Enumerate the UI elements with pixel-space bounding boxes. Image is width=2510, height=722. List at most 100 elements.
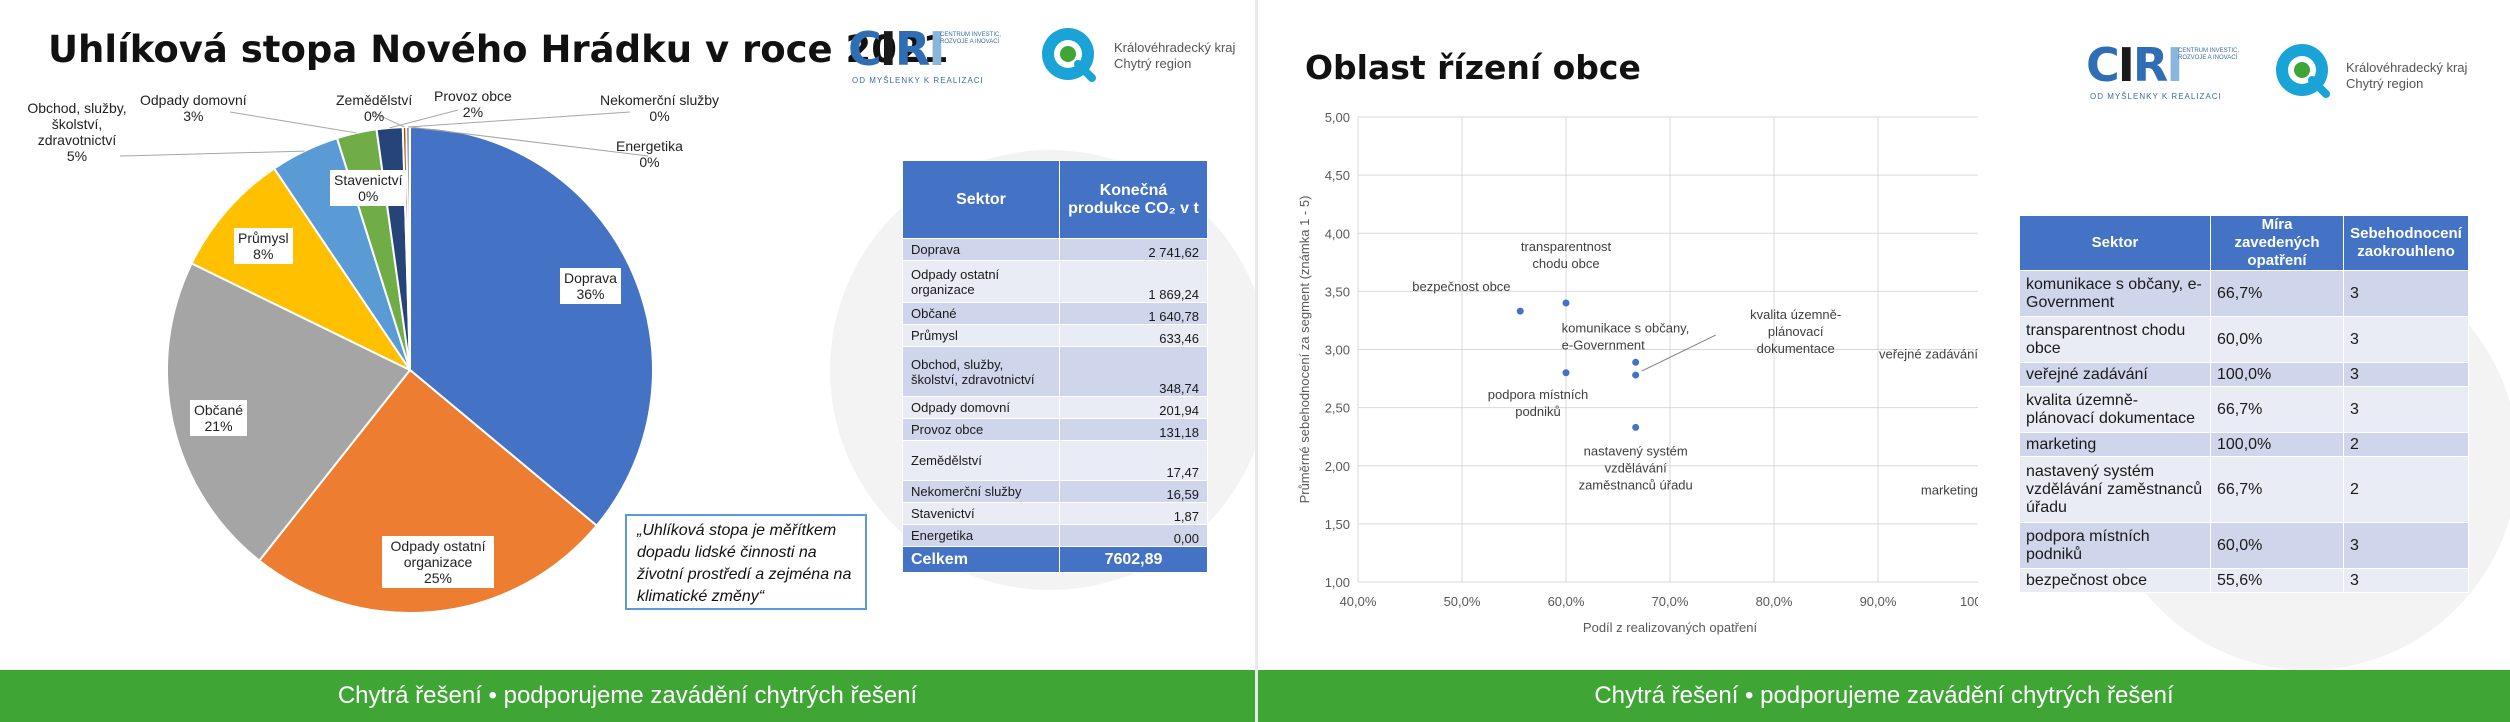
measures-table-cell: 55,6% bbox=[2210, 568, 2344, 593]
pie-label-provoz-obce-pct: 2% bbox=[462, 104, 484, 120]
scatter-point bbox=[1516, 307, 1524, 315]
scatter-label-leader bbox=[1641, 334, 1716, 372]
co2-table-cell: 1 640,78 bbox=[1059, 302, 1208, 325]
measures-table-cell: 66,7% bbox=[2210, 456, 2344, 523]
pie-label-doprava-pct: 36% bbox=[576, 286, 605, 302]
pie-label-energetika-pct: 0% bbox=[639, 154, 660, 170]
co2-table-cell: Provoz obce bbox=[902, 418, 1060, 441]
measures-table-cell: 100,0% bbox=[2210, 362, 2344, 387]
measures-table: Sektor Míra zavedených opatření Sebehodn… bbox=[2019, 215, 2469, 593]
y-tick-label: 2,00 bbox=[1325, 459, 1350, 474]
y-tick-label: 4,50 bbox=[1325, 168, 1350, 183]
pie-label-obchod-pct: 5% bbox=[66, 148, 88, 164]
pie-label-nekomercni-pct: 0% bbox=[649, 108, 670, 124]
co2-table-cell: Energetika bbox=[902, 524, 1060, 547]
measures-table-cell: kvalita územně-plánovací dokumentace bbox=[2019, 386, 2211, 433]
co2-table-cell: 16,59 bbox=[1059, 480, 1208, 503]
co2-table-total-label: Celkem bbox=[902, 546, 1060, 573]
scatter-chart: 40,0% 50,0% 60,0% 70,0% 80,0% 90,0% 100,0% 1,00… bbox=[1297, 110, 1978, 635]
co2-table-cell: Zemědělství bbox=[902, 440, 1060, 481]
x-axis-label: Podíl z realizovaných opatření bbox=[1583, 620, 1758, 635]
scatter-point-label: veřejné zadávání bbox=[1879, 347, 1978, 362]
co2-table-cell: Odpady domovní bbox=[902, 396, 1060, 419]
measures-table-cell: 2 bbox=[2343, 456, 2469, 523]
co2-table-header-sector: Sektor bbox=[902, 160, 1060, 239]
pie-label-prumysl-name: Průmysl bbox=[238, 230, 289, 246]
measures-table-cell: 100,0% bbox=[2210, 432, 2344, 457]
pie-label-obchod-name: Obchod, služby, školství, zdravotnictví bbox=[27, 100, 127, 148]
kraj-logo-icon bbox=[1042, 28, 1096, 82]
pie-label-zemedelstvi: Zemědělství 0% bbox=[336, 92, 412, 124]
measures-table-header-rate: Míra zavedených opatření bbox=[2210, 215, 2344, 271]
pie-label-prumysl: Průmysl 8% bbox=[234, 228, 293, 264]
co2-table-cell: 0,00 bbox=[1059, 524, 1208, 547]
kraj-logo: Královéhradecký kraj Chytrý region bbox=[2274, 42, 2494, 106]
measures-table-cell: 3 bbox=[2343, 270, 2469, 317]
scatter-point bbox=[1562, 369, 1570, 377]
co2-table-total-value: 7602,89 bbox=[1059, 546, 1208, 573]
scatter-point-label: transparentnost chodu obce bbox=[1521, 239, 1612, 271]
scatter-point bbox=[1632, 358, 1640, 366]
measures-table-cell: 66,7% bbox=[2210, 270, 2344, 317]
co2-table-cell: Doprava bbox=[902, 238, 1060, 261]
pie-label-zemedelstvi-pct: 0% bbox=[364, 108, 385, 124]
pie-label-energetika-name: Energetika bbox=[616, 138, 683, 154]
quote-box: „Uhlíková stopa je měřítkem dopadu lidsk… bbox=[625, 514, 867, 610]
ciri-logo-word: CIRI bbox=[2086, 38, 2183, 92]
x-tick-label: 40,0% bbox=[1340, 594, 1377, 609]
footer-bar: Chytrá řešení • podporujeme zavádění chy… bbox=[1258, 670, 2510, 722]
pie-label-nekomercni: Nekomerční služby 0% bbox=[600, 92, 719, 124]
pie-label-odpady-ostatni-pct: 25% bbox=[423, 570, 453, 586]
measures-table-header-sector: Sektor bbox=[2019, 215, 2211, 271]
ciri-logo-subtitle: CENTRUM INVESTIC, ROZVOJE A INOVACÍ bbox=[940, 32, 1002, 45]
pie-slice-prumysl bbox=[190, 167, 413, 373]
scatter-point bbox=[1632, 423, 1640, 431]
pie-label-obcane-pct: 21% bbox=[204, 418, 233, 434]
pie-label-doprava: Doprava 36% bbox=[560, 268, 621, 304]
slide-municipal-management: Oblast řízení obce CIRI CENTRUM INVESTIC… bbox=[1258, 0, 2510, 722]
measures-table-cell: 3 bbox=[2343, 522, 2469, 569]
footer-text: Chytrá řešení • podporujeme zavádění chy… bbox=[337, 682, 918, 709]
pie-label-stavenictvi-pct: 0% bbox=[358, 188, 379, 204]
pie-slice-obcane bbox=[166, 262, 412, 563]
pie-label-provoz-obce: Provoz obce 2% bbox=[434, 88, 512, 120]
kraj-logo-line1: Královéhradecký kraj bbox=[2346, 60, 2468, 75]
pie-label-zemedelstvi-name: Zemědělství bbox=[336, 92, 413, 108]
measures-table-cell: marketing bbox=[2019, 432, 2211, 457]
co2-table-cell: 17,47 bbox=[1059, 440, 1208, 481]
x-tick-label: 50,0% bbox=[1444, 594, 1481, 609]
ciri-logo-tagline: OD MYŠLENKY K REALIZACI bbox=[852, 76, 984, 85]
y-tick-label: 3,00 bbox=[1325, 343, 1350, 358]
slide-carbon-footprint: Uhlíková stopa Nového Hrádku v roce 2021… bbox=[0, 26, 1255, 722]
measures-table-cell: 60,0% bbox=[2210, 522, 2344, 569]
x-tick-label: 100,0% bbox=[1960, 594, 1978, 609]
y-tick-label: 3,50 bbox=[1325, 284, 1350, 299]
scatter-point bbox=[1632, 371, 1640, 379]
measures-table-cell: 60,0% bbox=[2210, 316, 2344, 363]
measures-table-cell: 3 bbox=[2343, 316, 2469, 363]
pie-label-obcane: Občané 21% bbox=[190, 400, 248, 436]
slide-divider bbox=[1255, 0, 1258, 722]
measures-table-cell: bezpečnost obce bbox=[2019, 568, 2211, 593]
co2-table-cell: 201,94 bbox=[1059, 396, 1208, 419]
pie-label-obcane-name: Občané bbox=[194, 402, 244, 418]
ciri-logo-tagline: OD MYŠLENKY K REALIZACI bbox=[2090, 92, 2222, 101]
measures-table-header-score: Sebehodnocení zaokrouhleno bbox=[2343, 215, 2469, 271]
page-title: Uhlíková stopa Nového Hrádku v roce 2021 bbox=[48, 28, 949, 71]
ciri-logo-subtitle: CENTRUM INVESTIC, ROZVOJE A INOVACÍ bbox=[2178, 48, 2240, 61]
co2-table-cell: Občané bbox=[902, 302, 1060, 325]
y-axis-label: Průměrné sebehodnocení za segment (známk… bbox=[1297, 196, 1312, 504]
pie-label-energetika: Energetika 0% bbox=[616, 138, 683, 170]
pie-label-obchod: Obchod, služby, školství, zdravotnictví … bbox=[18, 100, 136, 164]
pie-label-stavenictvi: Stavenictví 0% bbox=[330, 170, 407, 206]
pie-label-odpady-ostatni-name: Odpady ostatní organizace bbox=[390, 538, 486, 570]
co2-table-cell: 2 741,62 bbox=[1059, 238, 1208, 261]
pie-label-prumysl-pct: 8% bbox=[253, 246, 274, 262]
y-tick-label: 2,50 bbox=[1325, 401, 1350, 416]
x-tick-label: 60,0% bbox=[1548, 594, 1585, 609]
measures-table-cell: veřejné zadávání bbox=[2019, 362, 2211, 387]
y-tick-label: 1,50 bbox=[1325, 517, 1350, 532]
kraj-logo: Královéhradecký kraj Chytrý region bbox=[1040, 26, 1240, 90]
scatter-point-label: kvalita územně-plánovací dokumentace bbox=[1750, 307, 1841, 356]
y-tick-label: 5,00 bbox=[1325, 110, 1350, 125]
